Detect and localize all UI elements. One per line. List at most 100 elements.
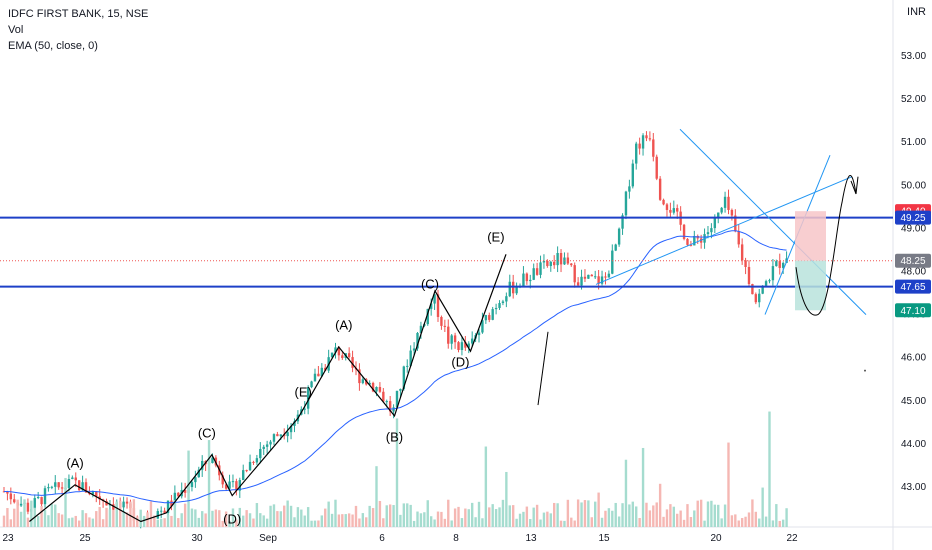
volume-bar bbox=[771, 520, 775, 527]
volume-bar bbox=[484, 446, 488, 527]
candle-body bbox=[163, 510, 166, 514]
volume-bar bbox=[559, 520, 563, 527]
trendline-up[interactable] bbox=[595, 176, 853, 285]
candle-body bbox=[645, 135, 648, 139]
candle-body bbox=[781, 262, 785, 268]
volume-bar bbox=[655, 502, 658, 527]
volume-bar bbox=[563, 520, 566, 527]
volume-bar bbox=[399, 514, 402, 527]
candle-body bbox=[54, 482, 57, 487]
volume-bar bbox=[149, 501, 153, 527]
volume-bar bbox=[310, 520, 313, 527]
candle-body bbox=[433, 294, 436, 304]
x-tick-label: 15 bbox=[598, 533, 610, 544]
volume-bar bbox=[368, 505, 371, 527]
volume-bar bbox=[676, 513, 679, 527]
volume-bar bbox=[734, 514, 737, 527]
candle-body bbox=[402, 366, 406, 389]
volume-bar bbox=[153, 515, 156, 527]
volume-bar bbox=[658, 483, 662, 527]
price-tag bbox=[895, 303, 931, 318]
candle-body bbox=[95, 491, 98, 497]
volume-bar bbox=[488, 507, 491, 527]
wave-path[interactable] bbox=[29, 254, 507, 523]
volume-bar bbox=[498, 507, 501, 527]
volume-bar bbox=[402, 503, 406, 527]
trendline-down[interactable] bbox=[679, 128, 867, 315]
volume-bar bbox=[624, 459, 628, 527]
volume-bar bbox=[47, 515, 50, 527]
candle-body bbox=[183, 489, 187, 493]
volume-bar bbox=[16, 499, 19, 527]
volume-bar bbox=[286, 500, 289, 527]
candle-body bbox=[443, 325, 447, 327]
volume-bar bbox=[354, 505, 358, 527]
marker-line[interactable] bbox=[537, 331, 549, 406]
candle-body bbox=[720, 207, 723, 213]
volume-bar bbox=[385, 505, 388, 527]
volume-bar bbox=[699, 499, 703, 527]
wave-label: (B) bbox=[386, 430, 403, 445]
take-profit-zone[interactable] bbox=[795, 260, 826, 311]
candle-body bbox=[744, 260, 747, 267]
volume-bar bbox=[542, 512, 546, 527]
volume-bar bbox=[190, 508, 194, 527]
candle-body bbox=[160, 510, 163, 512]
volume-bar bbox=[231, 508, 235, 527]
candle-body bbox=[177, 492, 180, 497]
volume-bar bbox=[306, 507, 310, 527]
wave-label: (C) bbox=[421, 277, 439, 292]
volume-bar bbox=[693, 510, 696, 527]
volume-bar bbox=[347, 513, 351, 527]
candle-body bbox=[19, 503, 23, 506]
volume-bar bbox=[511, 505, 515, 527]
wave-label: (D) bbox=[451, 354, 469, 369]
candle-body bbox=[778, 261, 781, 268]
candle-body bbox=[730, 209, 734, 216]
candle-body bbox=[375, 386, 378, 392]
y-tick-label: 52.00 bbox=[901, 94, 926, 105]
volume-bar bbox=[255, 503, 259, 527]
volume-bar bbox=[108, 509, 112, 527]
volume-bar bbox=[723, 504, 727, 527]
candle-body bbox=[279, 434, 283, 437]
price-tag bbox=[895, 253, 931, 268]
candle-body bbox=[272, 434, 276, 442]
volume-bar bbox=[768, 411, 771, 527]
x-tick-label: 8 bbox=[453, 533, 459, 544]
volume-bar bbox=[570, 517, 573, 527]
candle-body bbox=[416, 332, 419, 349]
volume-bar bbox=[522, 511, 525, 527]
candle-body bbox=[607, 273, 611, 278]
candle-body bbox=[98, 496, 101, 500]
candle-body bbox=[166, 500, 170, 514]
volume-bar bbox=[351, 514, 354, 527]
volume-bar bbox=[50, 504, 54, 527]
volume-bar bbox=[464, 508, 467, 527]
wave-label: (D) bbox=[223, 512, 241, 527]
forecast-curve[interactable] bbox=[795, 175, 857, 316]
currency-button[interactable]: INR bbox=[907, 6, 926, 18]
volume-bar bbox=[265, 518, 269, 527]
candle-body bbox=[508, 281, 511, 297]
volume-bar bbox=[30, 500, 33, 527]
candle-body bbox=[170, 500, 173, 507]
candle-body bbox=[412, 348, 416, 351]
candle-body bbox=[669, 209, 672, 213]
candle-body bbox=[635, 143, 638, 164]
stop-loss-zone[interactable] bbox=[795, 211, 826, 261]
candle-body bbox=[529, 279, 532, 282]
volume-bar bbox=[293, 517, 296, 527]
volume-bar bbox=[443, 518, 447, 527]
candle-body bbox=[717, 212, 720, 218]
candle-body bbox=[337, 347, 341, 356]
volume-bar bbox=[648, 510, 652, 527]
volume-bar bbox=[337, 514, 341, 527]
volume-bar bbox=[436, 511, 440, 527]
volume-bar bbox=[641, 447, 645, 527]
y-tick-label: 50.00 bbox=[901, 180, 926, 191]
price-tag-label: 48.25 bbox=[900, 256, 925, 267]
candle-body bbox=[628, 186, 631, 192]
candle-body bbox=[330, 352, 334, 358]
